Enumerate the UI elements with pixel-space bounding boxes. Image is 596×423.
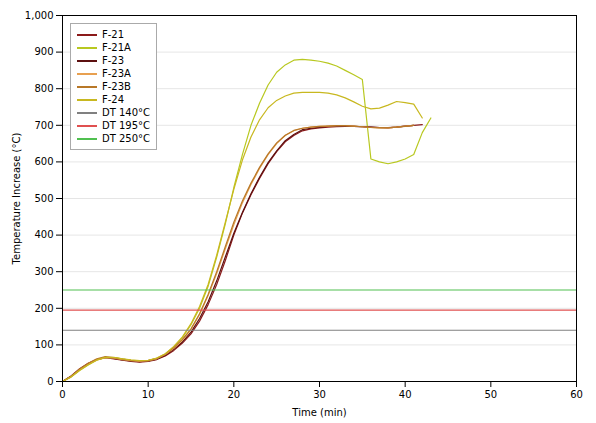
svg-text:1,000: 1,000 — [25, 10, 54, 21]
html-text:F-23: F-23 — [102, 55, 125, 66]
svg-text:10: 10 — [142, 389, 155, 400]
svg-text:Temperature Increase (°C): Temperature Increase (°C) — [11, 133, 22, 266]
svg-text:300: 300 — [34, 266, 53, 277]
html-text:F-21: F-21 — [102, 29, 125, 40]
svg-text:Time (min): Time (min) — [291, 407, 346, 418]
svg-text:100: 100 — [34, 339, 53, 350]
svg-text:800: 800 — [34, 83, 53, 94]
html-text:F-21A: F-21A — [102, 42, 131, 53]
html-text:DT 195°C: DT 195°C — [102, 120, 151, 131]
svg-text:40: 40 — [399, 389, 412, 400]
svg-text:400: 400 — [34, 229, 53, 240]
svg-text:60: 60 — [570, 389, 583, 400]
svg-text:0: 0 — [59, 389, 65, 400]
svg-text:20: 20 — [227, 389, 240, 400]
svg-text:0: 0 — [47, 376, 53, 387]
html-text:DT 140°C: DT 140°C — [102, 107, 151, 118]
svg-text:200: 200 — [34, 303, 53, 314]
svg-text:900: 900 — [34, 46, 53, 57]
svg-text:600: 600 — [34, 156, 53, 167]
svg-text:500: 500 — [34, 193, 53, 204]
svg-text:30: 30 — [313, 389, 326, 400]
html-text:F-23B: F-23B — [102, 81, 131, 92]
html-text:F-23A: F-23A — [102, 68, 131, 79]
html-text:F-24: F-24 — [102, 94, 125, 105]
html-text:DT 250°C: DT 250°C — [102, 133, 151, 144]
svg-text:700: 700 — [34, 120, 53, 131]
svg-text:50: 50 — [484, 389, 497, 400]
